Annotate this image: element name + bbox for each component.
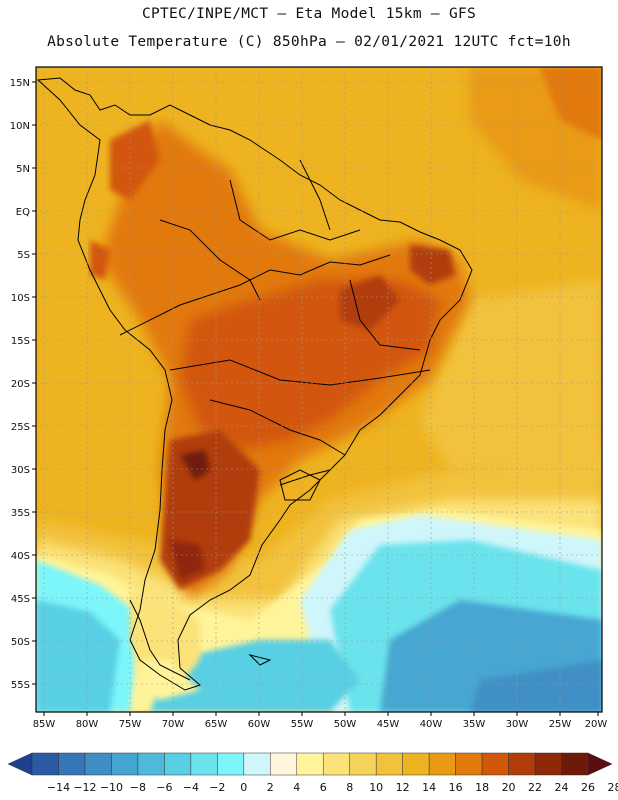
colorbar-swatch	[111, 752, 139, 776]
colorbar-arrow-high	[587, 752, 613, 776]
colorbar-label: 14	[422, 781, 436, 794]
colorbar-swatch	[270, 752, 298, 776]
colorbar-label: 28	[607, 781, 618, 794]
colorbar-label: −14	[47, 781, 70, 794]
colorbar-label: 12	[396, 781, 410, 794]
chart-title-line2: Absolute Temperature (C) 850hPa – 02/01/…	[47, 34, 571, 50]
colorbar-label: 22	[528, 781, 542, 794]
lon-label: 65W	[205, 719, 228, 730]
lon-label: 60W	[248, 719, 271, 730]
lat-label: 10S	[11, 293, 30, 304]
lon-label: 40W	[420, 719, 443, 730]
colorbar-label: 8	[346, 781, 353, 794]
colorbar-label: −10	[100, 781, 123, 794]
longitude-labels: 85W 80W 75W 70W 65W 60W 55W 50W 45W 40W …	[33, 719, 608, 730]
colorbar-swatch	[164, 752, 192, 776]
colorbar-label: 16	[449, 781, 463, 794]
colorbar-swatch	[190, 752, 218, 776]
lon-label: 70W	[162, 719, 185, 730]
lat-label: 30S	[11, 465, 30, 476]
colorbar-label: 20	[502, 781, 516, 794]
colorbar-label: −2	[209, 781, 225, 794]
lat-label: 35S	[11, 508, 30, 519]
colorbar-label: 0	[240, 781, 247, 794]
lon-label: 80W	[76, 719, 99, 730]
colorbar-swatch	[481, 752, 509, 776]
colorbar-swatch	[428, 752, 456, 776]
colorbar-arrow-low	[7, 752, 33, 776]
colorbar-label: 6	[320, 781, 327, 794]
lat-label: 20S	[11, 379, 30, 390]
lon-label: 55W	[291, 719, 314, 730]
lat-label: EQ	[16, 207, 30, 218]
lon-label: 25W	[549, 719, 572, 730]
colorbar-swatch	[217, 752, 245, 776]
lat-label: 55S	[11, 680, 30, 691]
lat-label: 15S	[11, 336, 30, 347]
colorbar-swatch	[296, 752, 324, 776]
colorbar-label: 18	[475, 781, 489, 794]
lon-label: 75W	[119, 719, 142, 730]
lon-label: 30W	[506, 719, 529, 730]
lat-label: 5S	[17, 250, 30, 261]
lat-label: 25S	[11, 422, 30, 433]
lat-label: 50S	[11, 637, 30, 648]
colorbar-label: −12	[73, 781, 96, 794]
lon-label: 45W	[377, 719, 400, 730]
colorbar-label: 10	[369, 781, 383, 794]
colorbar: −14 −12 −10 −8 −6 −4 −2 0 2 4 6 8 10 12 14 16 18 20 22 24 26…	[7, 752, 618, 794]
temperature-field	[36, 67, 602, 712]
latitude-labels: 15N 10N 5N EQ 5S 10S 15S 20S 25S 30S 35S…	[10, 78, 30, 691]
coastline-borders	[36, 77, 473, 691]
tick-marks	[32, 81, 599, 716]
lat-label: 15N	[10, 78, 30, 89]
colorbar-swatch	[137, 752, 165, 776]
colorbar-label: −4	[183, 781, 199, 794]
colorbar-swatch	[243, 752, 271, 776]
lat-label: 10N	[10, 121, 30, 132]
colorbar-swatch	[349, 752, 377, 776]
colorbar-swatch	[84, 752, 112, 776]
colorbar-swatch	[534, 752, 562, 776]
lon-label: 50W	[334, 719, 357, 730]
colorbar-swatch	[375, 752, 403, 776]
colorbar-label: 24	[555, 781, 569, 794]
graticule	[36, 67, 602, 712]
chart-title-line1: CPTEC/INPE/MCT – Eta Model 15km – GFS	[141, 6, 477, 22]
map-frame	[35, 66, 603, 713]
colorbar-swatch	[508, 752, 536, 776]
colorbar-label: −8	[130, 781, 146, 794]
colorbar-swatch	[58, 752, 86, 776]
lat-label: 40S	[11, 551, 30, 562]
colorbar-label: 4	[293, 781, 300, 794]
colorbar-label: 26	[581, 781, 595, 794]
colorbar-swatch	[402, 752, 430, 776]
lat-label: 5N	[16, 164, 30, 175]
colorbar-swatch	[31, 752, 59, 776]
lat-label: 45S	[11, 594, 30, 605]
colorbar-swatch	[322, 752, 350, 776]
lon-label: 35W	[463, 719, 486, 730]
lon-label: 20W	[585, 719, 608, 730]
colorbar-label: 2	[267, 781, 274, 794]
lon-label: 85W	[33, 719, 56, 730]
colorbar-swatch	[455, 752, 483, 776]
colorbar-swatch	[561, 752, 589, 776]
colorbar-label: −6	[156, 781, 172, 794]
